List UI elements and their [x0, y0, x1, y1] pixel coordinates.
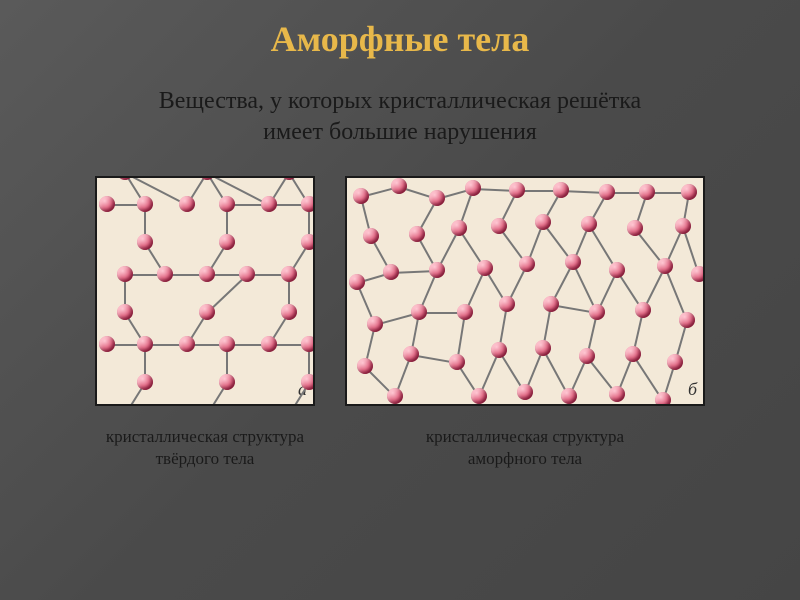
atom [599, 184, 615, 200]
atom [639, 184, 655, 200]
crystal-diagram-box: а кристаллическая структура твёрдого тел… [95, 176, 315, 470]
crystal-caption-line1: кристаллическая структура [106, 427, 304, 446]
subtitle: Вещества, у которых кристаллическая решё… [80, 86, 720, 148]
crystal-frame: а [95, 176, 315, 406]
atom [239, 266, 255, 282]
atom [387, 388, 403, 404]
amorphous-caption: кристаллическая структура аморфного тела [426, 426, 624, 470]
crystal-caption-line2: твёрдого тела [156, 449, 255, 468]
bond [125, 176, 188, 206]
atom [679, 312, 695, 328]
atom [391, 178, 407, 194]
atom [137, 374, 153, 390]
atom [367, 316, 383, 332]
title-text: Аморфные тела [271, 19, 530, 59]
atom [117, 304, 133, 320]
atom [509, 182, 525, 198]
atom [349, 274, 365, 290]
atom [681, 184, 697, 200]
atom [589, 304, 605, 320]
slide: Аморфные тела Вещества, у которых криста… [0, 0, 800, 600]
atom [137, 196, 153, 212]
atom [457, 304, 473, 320]
atom [655, 392, 671, 406]
atom [635, 302, 651, 318]
atom [179, 196, 195, 212]
crystal-caption: кристаллическая структура твёрдого тела [106, 426, 304, 470]
atom [609, 386, 625, 402]
atom [403, 346, 419, 362]
atom [219, 234, 235, 250]
atom [261, 336, 277, 352]
atom [117, 266, 133, 282]
atom [675, 218, 691, 234]
atom [99, 196, 115, 212]
atom [179, 336, 195, 352]
atom [565, 254, 581, 270]
amorphous-corner-label: б [688, 379, 697, 400]
atom [449, 354, 465, 370]
atom [667, 354, 683, 370]
atom [471, 388, 487, 404]
atom [99, 336, 115, 352]
atom [519, 256, 535, 272]
atom [199, 266, 215, 282]
atom [301, 336, 315, 352]
amorphous-caption-line1: кристаллическая структура [426, 427, 624, 446]
atom [261, 196, 277, 212]
atom [281, 304, 297, 320]
atom [491, 342, 507, 358]
atom [353, 188, 369, 204]
atom [553, 182, 569, 198]
atom [691, 266, 705, 282]
atom [451, 220, 467, 236]
atom [301, 234, 315, 250]
atom [581, 216, 597, 232]
atom [219, 196, 235, 212]
atom [561, 388, 577, 404]
atom [499, 296, 515, 312]
atom [429, 262, 445, 278]
atom [157, 266, 173, 282]
diagram-row: а кристаллическая структура твёрдого тел… [0, 176, 800, 470]
atom [409, 226, 425, 242]
atom [137, 336, 153, 352]
atom [429, 190, 445, 206]
amorphous-caption-line2: аморфного тела [468, 449, 582, 468]
atom [301, 374, 315, 390]
atom [363, 228, 379, 244]
atom [281, 266, 297, 282]
atom [137, 234, 153, 250]
subtitle-line1: Вещества, у которых кристаллическая решё… [159, 88, 641, 114]
atom [301, 196, 315, 212]
atom [517, 384, 533, 400]
atom [219, 374, 235, 390]
atom [657, 258, 673, 274]
atom [383, 264, 399, 280]
atom [199, 304, 215, 320]
bond [207, 176, 270, 206]
amorphous-diagram-box: б кристаллическая структура аморфного те… [345, 176, 705, 470]
atom [543, 296, 559, 312]
atom [219, 336, 235, 352]
atom [465, 180, 481, 196]
amorphous-frame: б [345, 176, 705, 406]
subtitle-line2: имеет большие нарушения [263, 119, 537, 145]
atom [477, 260, 493, 276]
page-title: Аморфные тела [0, 18, 800, 60]
atom [411, 304, 427, 320]
atom [609, 262, 625, 278]
atom [535, 340, 551, 356]
atom [625, 346, 641, 362]
